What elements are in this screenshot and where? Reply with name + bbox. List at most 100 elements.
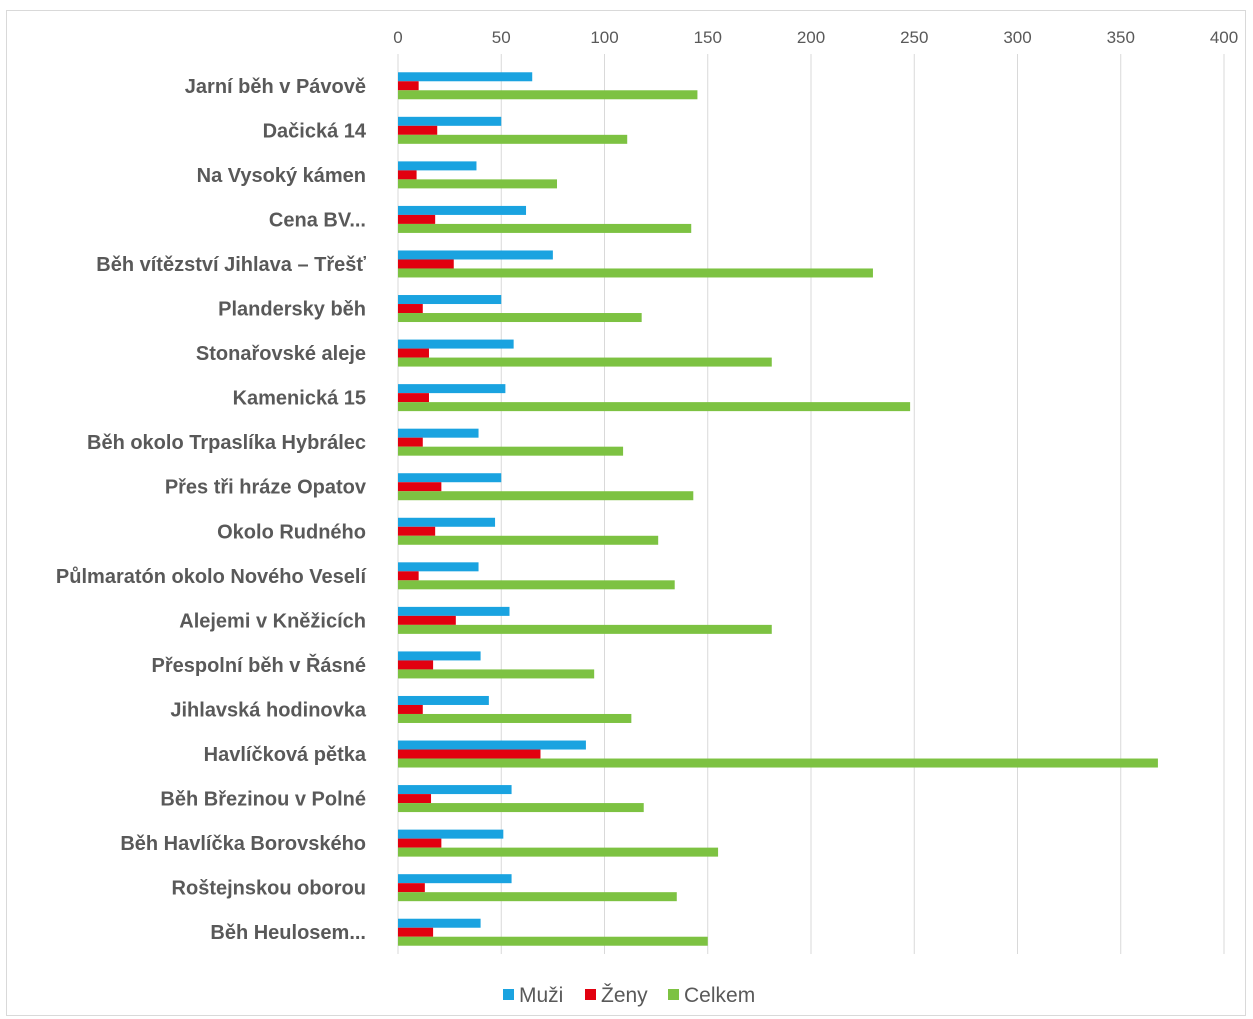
bar-muži: [398, 651, 481, 661]
legend-swatch: [585, 989, 596, 1000]
category-label: Běh Heulosem...: [210, 922, 366, 944]
category-label: Půlmaratón okolo Nového Veselí: [56, 566, 368, 588]
legend-label: Ženy: [601, 984, 648, 1007]
bar-ženy: [398, 214, 436, 224]
bar-celkem: [398, 847, 719, 857]
bar-ženy: [398, 81, 419, 91]
bar-celkem: [398, 892, 677, 902]
bar-ženy: [398, 794, 432, 804]
bar-celkem: [398, 624, 772, 634]
bar-muži: [398, 517, 496, 527]
bar-muži: [398, 785, 512, 795]
bar-ženy: [398, 125, 438, 135]
bar-muži: [398, 428, 479, 438]
category-label: Přespolní běh v Řásné: [151, 653, 366, 677]
bar-muži: [398, 250, 553, 260]
category-label: Roštejnskou oborou: [172, 878, 366, 900]
bar-ženy: [398, 304, 423, 314]
bar-muži: [398, 72, 533, 82]
category-label: Kamenická 15: [233, 388, 366, 410]
bar-ženy: [398, 170, 417, 180]
bar-celkem: [398, 535, 659, 545]
category-label: Stonařovské aleje: [196, 343, 366, 365]
bar-ženy: [398, 437, 423, 447]
category-label: Běh okolo Trpaslíka Hybrálec: [87, 432, 366, 454]
category-label: Okolo Rudného: [217, 521, 366, 543]
category-label: Běh Březinou v Polné: [160, 789, 366, 811]
bar-celkem: [398, 758, 1158, 768]
bar-ženy: [398, 615, 456, 625]
bar-ženy: [398, 927, 434, 937]
x-tick-label: 50: [492, 28, 511, 47]
x-tick-label: 400: [1210, 28, 1238, 47]
gridlines: [397, 54, 1225, 954]
bar-ženy: [398, 838, 442, 848]
bar-celkem: [398, 90, 698, 100]
bar-celkem: [398, 446, 624, 456]
category-labels: Jarní běh v Pávově Dačická 14 Na Vysoký ká…: [56, 76, 368, 944]
bar-ženy: [398, 393, 429, 403]
bar-celkem: [398, 357, 772, 367]
bar-muži: [398, 740, 586, 750]
bar-muži: [398, 562, 479, 572]
bar-muži: [398, 695, 489, 705]
legend-label: Muži: [519, 984, 563, 1007]
category-label: Plandersky běh: [218, 299, 366, 321]
bar-celkem: [398, 313, 642, 323]
x-tick-label: 200: [797, 28, 825, 47]
bar-celkem: [398, 402, 911, 412]
bar-muži: [398, 205, 527, 215]
bar-ženy: [398, 348, 429, 358]
legend: Muži Ženy Celkem: [503, 984, 755, 1007]
category-label: Cena BV...: [269, 209, 366, 231]
bar-celkem: [398, 803, 644, 813]
bar-celkem: [398, 580, 675, 590]
bar-celkem: [398, 713, 632, 723]
bar-ženy: [398, 883, 425, 893]
category-label: Na Vysoký kámen: [197, 165, 366, 187]
bar-celkem: [398, 179, 558, 189]
bar-celkem: [398, 268, 873, 278]
category-label: Běh vítězství Jihlava – Třešť: [96, 254, 366, 276]
category-label: Jarní běh v Pávově: [185, 76, 366, 98]
bar-muži: [398, 918, 481, 928]
bar-muži: [398, 606, 510, 616]
bar-muži: [398, 874, 512, 884]
category-label: Běh Havlíčka Borovského: [120, 833, 366, 855]
category-label: Alejemi v Kněžicích: [179, 610, 366, 632]
bar-ženy: [398, 749, 541, 759]
category-label: Přes tři hráze Opatov: [165, 477, 367, 499]
x-tick-label: 150: [694, 28, 722, 47]
x-tick-label: 350: [1107, 28, 1135, 47]
bar-ženy: [398, 482, 442, 492]
bar-ženy: [398, 660, 434, 670]
bar-celkem: [398, 491, 694, 501]
category-label: Dačická 14: [263, 120, 367, 142]
bar-ženy: [398, 704, 423, 714]
bar-muži: [398, 829, 504, 839]
bar-celkem: [398, 134, 628, 144]
bar-muži: [398, 339, 514, 349]
category-label: Jihlavská hodinovka: [170, 699, 367, 721]
bar-ženy: [398, 571, 419, 581]
x-axis-ticks: 0 50 100 150 200 250 300 350 400: [393, 28, 1238, 47]
bar-muži: [398, 473, 502, 483]
bar-celkem: [398, 223, 692, 233]
x-tick-label: 300: [1003, 28, 1031, 47]
legend-swatch: [503, 989, 514, 1000]
x-tick-label: 100: [590, 28, 618, 47]
bar-ženy: [398, 526, 436, 536]
bars: [398, 72, 1158, 946]
x-tick-label: 0: [393, 28, 402, 47]
bar-celkem: [398, 669, 595, 679]
bar-muži: [398, 384, 506, 394]
bar-ženy: [398, 259, 454, 269]
bar-muži: [398, 116, 502, 126]
bar-muži: [398, 161, 477, 171]
bar-celkem: [398, 936, 708, 946]
bar-muži: [398, 295, 502, 305]
category-label: Havlíčková pětka: [204, 744, 367, 766]
legend-swatch: [668, 989, 679, 1000]
legend-label: Celkem: [684, 984, 755, 1007]
